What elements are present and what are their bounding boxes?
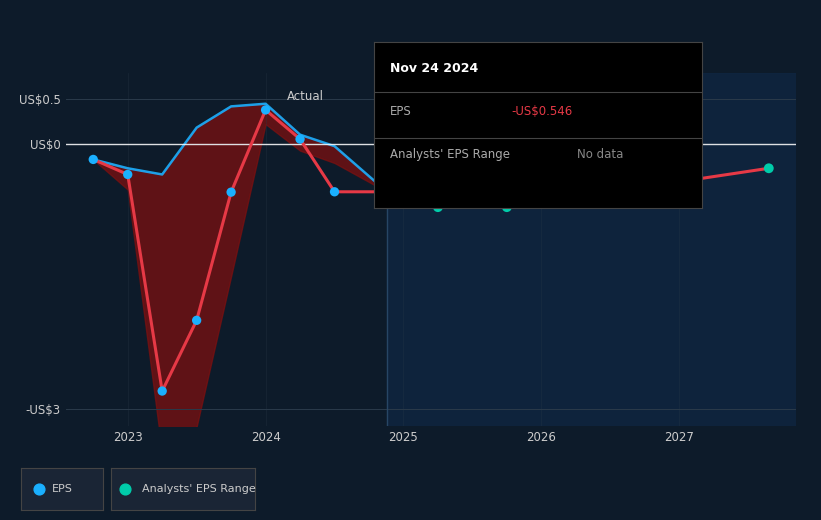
Point — [500, 203, 513, 211]
Point — [156, 387, 169, 395]
Text: No data: No data — [577, 148, 623, 161]
Point — [32, 485, 45, 493]
Point — [762, 164, 775, 173]
Point — [380, 188, 393, 196]
Point — [328, 188, 341, 196]
Text: EPS: EPS — [390, 105, 411, 118]
Text: Analysts' EPS Range: Analysts' EPS Range — [143, 484, 256, 494]
Bar — [387, 73, 796, 426]
Point — [190, 316, 204, 324]
Text: -US$0.546: -US$0.546 — [511, 105, 573, 118]
Text: Actual: Actual — [287, 90, 323, 103]
Point — [225, 188, 238, 196]
Point — [119, 485, 132, 493]
Point — [293, 135, 306, 143]
Point — [603, 188, 617, 196]
Text: Analysts Forecasts: Analysts Forecasts — [410, 90, 521, 103]
Point — [431, 203, 444, 211]
Text: Analysts' EPS Range: Analysts' EPS Range — [390, 148, 510, 161]
Text: Nov 24 2024: Nov 24 2024 — [390, 61, 478, 74]
Point — [259, 106, 272, 114]
Point — [87, 155, 100, 164]
Point — [122, 170, 135, 178]
Point — [380, 188, 393, 196]
Text: EPS: EPS — [52, 484, 72, 494]
